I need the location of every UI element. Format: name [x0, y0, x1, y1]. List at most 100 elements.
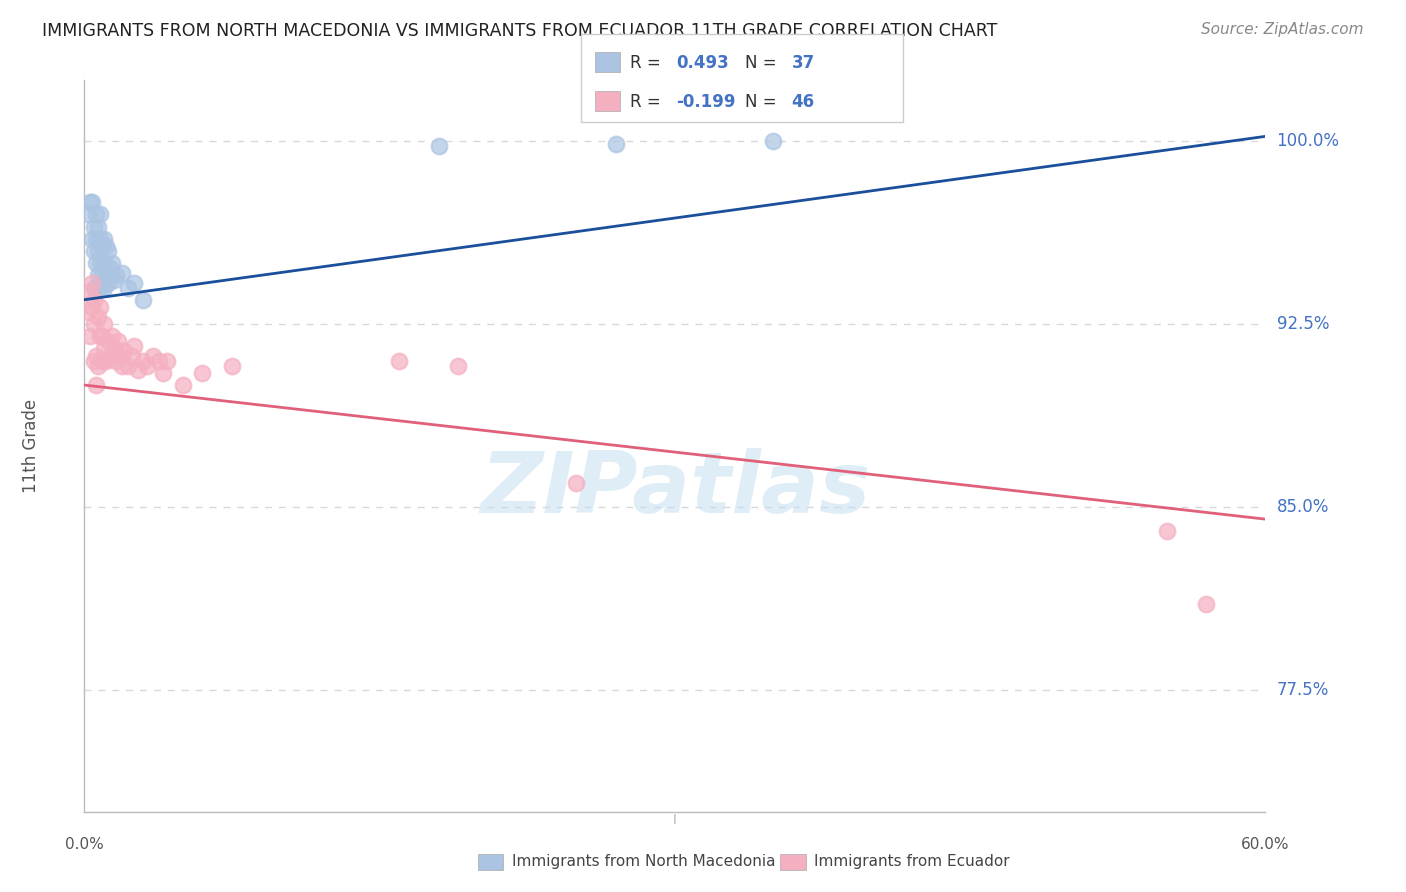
Point — [89, 280, 111, 294]
Point — [388, 353, 411, 368]
Text: 46: 46 — [792, 93, 814, 111]
Point — [98, 260, 121, 275]
Point — [156, 353, 179, 368]
Point — [111, 266, 134, 280]
Point — [762, 134, 785, 148]
Point — [83, 244, 105, 258]
Text: R =: R = — [630, 93, 666, 111]
Point — [82, 300, 104, 314]
Point — [83, 293, 105, 307]
Point — [136, 359, 159, 373]
Text: 0.0%: 0.0% — [65, 837, 104, 852]
Text: 85.0%: 85.0% — [1277, 498, 1329, 516]
Text: 37: 37 — [792, 54, 815, 71]
Point — [132, 353, 155, 368]
Point — [83, 280, 105, 294]
Point — [108, 349, 131, 363]
Point — [93, 280, 115, 294]
Point — [91, 353, 114, 368]
Text: N =: N = — [745, 54, 782, 71]
Point — [97, 276, 120, 290]
Point — [148, 353, 170, 368]
Text: ZIPatlas: ZIPatlas — [479, 449, 870, 532]
Point — [87, 219, 110, 234]
Point — [111, 359, 134, 373]
Point — [79, 329, 101, 343]
Point — [97, 334, 120, 348]
Text: R =: R = — [630, 54, 666, 71]
Point — [82, 232, 104, 246]
Point — [97, 244, 120, 258]
Point — [87, 310, 110, 324]
Point — [83, 219, 105, 234]
Point — [605, 136, 627, 151]
Point — [221, 359, 243, 373]
Point — [565, 475, 588, 490]
Text: Immigrants from North Macedonia: Immigrants from North Macedonia — [512, 855, 775, 869]
Point — [103, 273, 125, 287]
Point — [87, 244, 110, 258]
Text: 0.493: 0.493 — [676, 54, 730, 71]
Point — [83, 353, 105, 368]
Point — [82, 276, 104, 290]
Text: 11th Grade: 11th Grade — [22, 399, 41, 493]
Point — [89, 207, 111, 221]
Point — [112, 343, 135, 358]
Point — [84, 378, 107, 392]
Point — [101, 329, 124, 343]
Point — [82, 195, 104, 210]
Text: Immigrants from Ecuador: Immigrants from Ecuador — [814, 855, 1010, 869]
Point — [77, 305, 100, 319]
Point — [121, 349, 143, 363]
Point — [122, 276, 145, 290]
Point — [107, 334, 129, 348]
Point — [191, 366, 214, 380]
Point — [84, 232, 107, 246]
Point — [104, 353, 127, 368]
Point — [132, 293, 155, 307]
Point — [142, 349, 165, 363]
Text: N =: N = — [745, 93, 782, 111]
Text: 77.5%: 77.5% — [1277, 681, 1329, 698]
Point — [1195, 598, 1218, 612]
Point — [89, 300, 111, 314]
Point — [94, 239, 117, 253]
Point — [117, 359, 139, 373]
Point — [89, 232, 111, 246]
Point — [84, 207, 107, 221]
Point — [117, 280, 139, 294]
Point — [447, 359, 470, 373]
Point — [104, 268, 127, 283]
Point — [94, 268, 117, 283]
Text: 92.5%: 92.5% — [1277, 315, 1329, 333]
Point — [84, 349, 107, 363]
Point — [94, 353, 117, 368]
Point — [93, 232, 115, 246]
Text: Source: ZipAtlas.com: Source: ZipAtlas.com — [1201, 22, 1364, 37]
Point — [79, 195, 101, 210]
Point — [427, 139, 450, 153]
Point — [87, 359, 110, 373]
Text: IMMIGRANTS FROM NORTH MACEDONIA VS IMMIGRANTS FROM ECUADOR 11TH GRADE CORRELATIO: IMMIGRANTS FROM NORTH MACEDONIA VS IMMIG… — [42, 22, 997, 40]
Point — [98, 349, 121, 363]
Point — [89, 256, 111, 270]
Point — [91, 239, 114, 253]
Point — [103, 342, 125, 356]
Point — [91, 329, 114, 343]
Point — [101, 256, 124, 270]
Point — [87, 268, 110, 283]
Point — [93, 256, 115, 270]
Point — [93, 317, 115, 331]
Point — [89, 329, 111, 343]
Point — [127, 363, 149, 377]
Text: 60.0%: 60.0% — [1241, 837, 1289, 852]
Point — [93, 342, 115, 356]
Point — [172, 378, 194, 392]
Point — [79, 285, 101, 300]
Point — [91, 268, 114, 283]
Point — [122, 339, 145, 353]
Point — [77, 207, 100, 221]
Point — [84, 256, 107, 270]
Text: 100.0%: 100.0% — [1277, 132, 1340, 150]
Point — [1156, 524, 1178, 539]
